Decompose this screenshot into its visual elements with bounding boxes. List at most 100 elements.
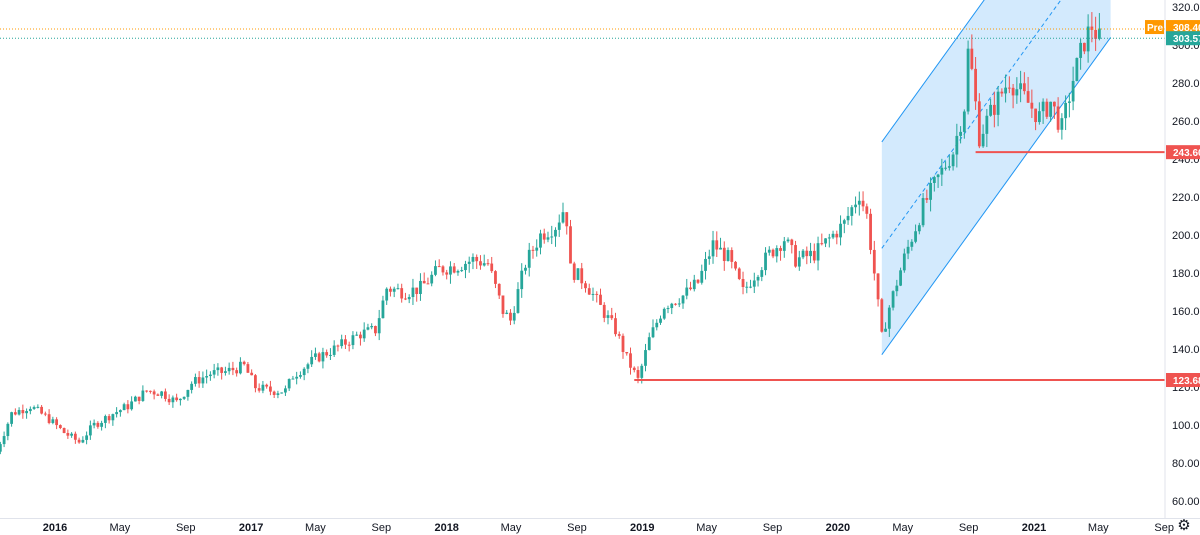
candle [835,230,839,245]
candle-body [835,233,839,238]
ray-label: 123.68 [1166,373,1200,388]
candle [584,280,587,293]
candle [580,262,584,290]
candle [126,400,130,414]
candle-body [692,279,696,290]
candle [6,422,10,441]
candle [914,224,917,244]
candle-body [850,207,854,216]
ray-label-box [1166,145,1200,160]
candle [21,404,25,419]
time-axis[interactable]: 2016 May Sep 2017 May Sep 2018 May Sep 2019 May Sep… [43,522,1174,534]
candle-body [291,378,295,380]
candle-body [287,379,291,389]
candle [662,307,666,320]
candle [321,347,325,369]
ray-label-text: 243.60 [1173,148,1200,159]
candle-body [790,239,794,246]
candle-body [812,250,816,261]
candle [103,414,107,429]
price-label-box [1166,31,1200,46]
candle [1071,66,1075,111]
x-tick-label: May [305,522,326,534]
candle [722,241,726,271]
candle [452,262,456,274]
candle [962,109,966,139]
price-axis[interactable]: 60.0080.00100.00120.00140.00160.00180.00… [1172,2,1200,508]
candle-body [392,288,396,292]
candle [171,395,175,408]
channel-upper-line[interactable] [881,0,1111,143]
candle [254,374,257,393]
candle-body [276,393,280,395]
candle [752,272,756,294]
candle [1094,16,1098,51]
candle [809,242,812,264]
candle-body [775,248,779,257]
candle [599,288,602,306]
candle-body [565,212,569,227]
candle [250,369,254,376]
y-tick-label: 200.00 [1172,230,1200,242]
candle [336,344,340,352]
candle-body [951,154,955,167]
candle-body [88,425,92,436]
candle-body [599,294,602,305]
x-tick-label: Sep [372,522,392,534]
candle [899,267,902,287]
channel-median-line[interactable] [881,0,1111,249]
candle [685,278,689,300]
candle-body [584,283,587,289]
candle [111,413,115,426]
candle-body [205,376,209,378]
candle-body [51,419,55,423]
candle [974,56,977,110]
candle-body [1064,102,1068,119]
candle-body [1000,91,1004,94]
regression-channel[interactable] [881,0,1112,355]
candle-body [224,371,227,373]
candle [824,238,827,248]
candle [1041,98,1045,124]
candle [524,264,527,275]
candle [434,260,437,277]
candle-body [197,377,201,384]
candle [992,91,996,128]
candle [347,341,351,352]
candle [1004,74,1007,103]
candle-body [1015,89,1019,96]
candle [617,331,621,339]
candle [467,256,471,273]
candle [377,309,381,341]
candle-body [55,419,59,426]
candle [47,409,51,425]
horizontal-lines[interactable] [0,28,1165,382]
gear-icon[interactable]: ⚙ [1177,517,1191,534]
candle-body [857,200,861,205]
candle-body [411,287,415,298]
candle-body [1004,87,1007,94]
candle-body [1030,102,1034,109]
candle-body [872,249,876,274]
candle [655,319,659,331]
candle-body [509,312,512,321]
candle-body [929,182,932,200]
candle-body [726,250,730,262]
candle-body [700,270,704,283]
candle [790,238,794,254]
candle-body [0,444,2,452]
candle [651,319,655,339]
candle-body [707,256,711,259]
candle [389,286,392,297]
candle [10,411,13,427]
candle [73,431,77,444]
candle [287,378,291,392]
candle-body [932,177,936,183]
candle [355,331,359,336]
candle-body [779,248,782,251]
candle-body [962,111,966,132]
candle-body [722,247,726,262]
candle [966,40,970,115]
candle-body [846,215,850,221]
